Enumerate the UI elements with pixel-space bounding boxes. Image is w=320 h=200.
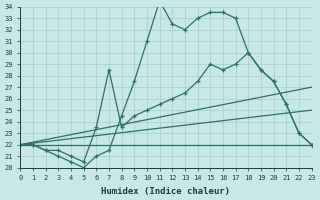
X-axis label: Humidex (Indice chaleur): Humidex (Indice chaleur) — [101, 187, 230, 196]
